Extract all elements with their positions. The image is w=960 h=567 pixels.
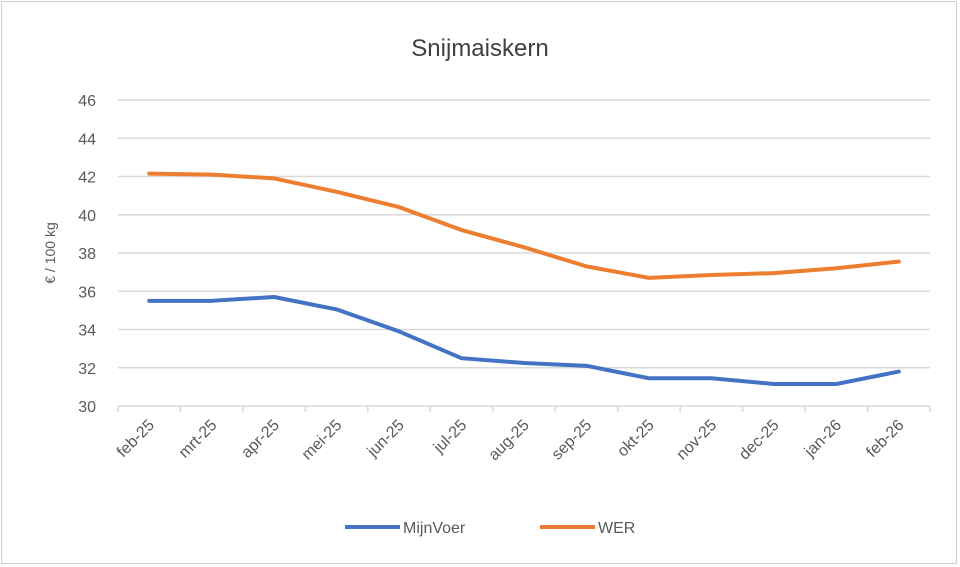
x-tick-label: feb-25	[114, 417, 158, 461]
y-axis-label: € / 100 kg	[42, 222, 58, 284]
y-tick-label: 40	[78, 208, 96, 225]
x-tick-label: jul-25	[430, 417, 470, 457]
y-tick-label: 30	[78, 399, 96, 416]
y-tick-label: 42	[78, 170, 96, 187]
x-tick-label: jun-25	[364, 417, 408, 461]
chart-title: Snijmaiskern	[411, 35, 548, 62]
y-tick-label: 34	[78, 323, 96, 340]
x-tick-label: feb-26	[863, 417, 907, 461]
y-tick-label: 36	[78, 284, 96, 301]
legend-label-wer: WER	[598, 520, 635, 537]
x-tick-label: mrt-25	[176, 417, 221, 462]
legend-label-mijnvoer: MijnVoer	[403, 520, 466, 537]
y-tick-label: 38	[78, 246, 96, 263]
x-tick-label: apr-25	[238, 417, 283, 462]
x-tick-label: dec-25	[736, 417, 783, 464]
series-line-mijnvoer	[147, 294, 901, 387]
y-tick-label: 32	[78, 361, 96, 378]
x-tick-label: jan-26	[801, 417, 845, 461]
x-tick-label: aug-25	[486, 417, 533, 464]
series-line-wer	[147, 171, 901, 280]
y-tick-label: 46	[78, 93, 96, 110]
x-tick-label: mei-25	[299, 417, 346, 464]
x-tick-label: okt-25	[614, 417, 658, 461]
x-tick-label: sep-25	[549, 417, 596, 464]
y-tick-label: 44	[78, 131, 96, 148]
x-tick-label: nov-25	[674, 417, 721, 464]
